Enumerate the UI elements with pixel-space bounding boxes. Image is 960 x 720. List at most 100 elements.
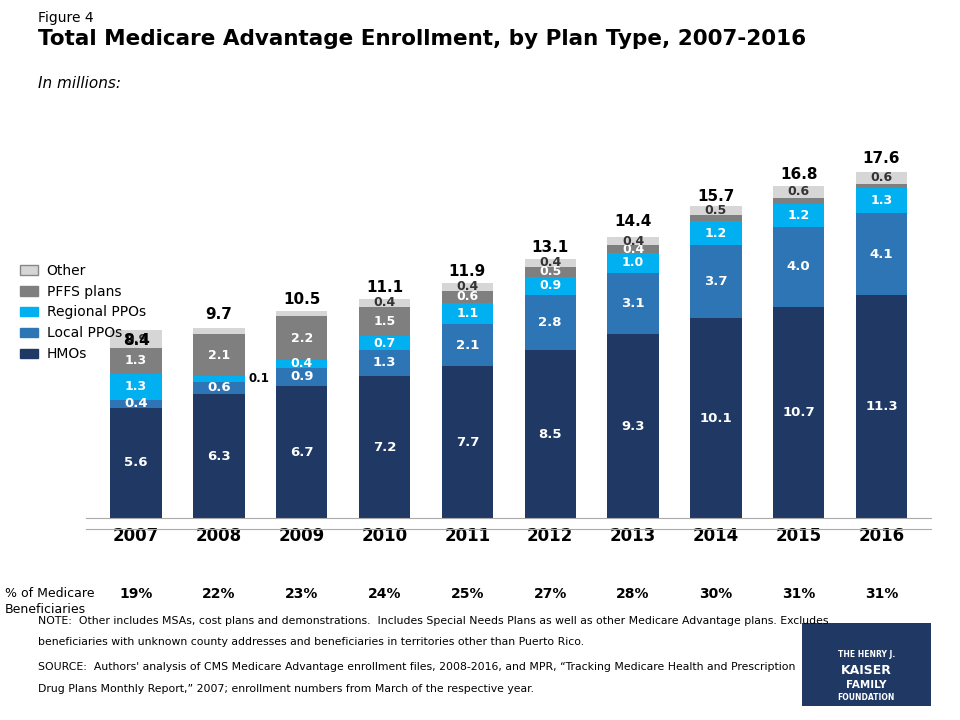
Bar — [855, 184, 907, 188]
Text: 0.6: 0.6 — [456, 290, 478, 303]
Text: 15.7: 15.7 — [697, 189, 734, 204]
Text: 1.1: 1.1 — [456, 307, 478, 320]
Text: 8.4: 8.4 — [123, 333, 150, 348]
Bar — [608, 253, 659, 273]
Text: 1.3: 1.3 — [125, 380, 147, 393]
Bar — [524, 294, 576, 350]
Bar — [193, 328, 245, 334]
Text: 4.0: 4.0 — [787, 261, 810, 274]
Text: 13.1: 13.1 — [532, 240, 569, 255]
Text: % of Medicare
Beneficiaries: % of Medicare Beneficiaries — [5, 587, 94, 616]
Text: 7.7: 7.7 — [456, 436, 479, 449]
Bar — [690, 222, 741, 245]
Text: 0.1: 0.1 — [249, 372, 270, 385]
Text: 24%: 24% — [368, 587, 401, 600]
Text: 10.5: 10.5 — [283, 292, 321, 307]
Text: Figure 4: Figure 4 — [38, 11, 94, 24]
Bar — [110, 400, 162, 408]
Text: 3.1: 3.1 — [621, 297, 645, 310]
Text: 7.2: 7.2 — [372, 441, 396, 454]
Text: 19%: 19% — [119, 587, 153, 600]
Bar — [690, 215, 741, 222]
Bar — [276, 386, 327, 518]
Text: 0.6: 0.6 — [787, 185, 809, 198]
Text: 16.8: 16.8 — [780, 167, 817, 181]
Text: Drug Plans Monthly Report,” 2007; enrollment numbers from March of the respectiv: Drug Plans Monthly Report,” 2007; enroll… — [38, 684, 535, 694]
Text: 0.4: 0.4 — [291, 357, 313, 371]
Bar — [442, 324, 493, 366]
Bar — [359, 350, 410, 376]
Text: 10.7: 10.7 — [782, 406, 815, 419]
Text: 23%: 23% — [285, 587, 319, 600]
Bar — [276, 368, 327, 386]
Text: 1.3: 1.3 — [125, 354, 147, 367]
Bar — [690, 205, 741, 215]
Text: 10.1: 10.1 — [700, 412, 732, 425]
Text: KAISER: KAISER — [841, 665, 892, 678]
Bar — [442, 366, 493, 518]
Bar — [276, 360, 327, 368]
Bar — [110, 348, 162, 374]
Text: 27%: 27% — [534, 587, 567, 600]
Text: 0.5: 0.5 — [705, 204, 727, 217]
Text: 0.4: 0.4 — [124, 397, 148, 410]
Bar — [359, 307, 410, 336]
Text: 9.7: 9.7 — [205, 307, 232, 323]
Bar — [690, 318, 741, 518]
Text: 2.1: 2.1 — [207, 348, 230, 361]
Text: 31%: 31% — [865, 587, 899, 600]
Bar — [359, 376, 410, 518]
Bar — [276, 310, 327, 317]
Text: Total Medicare Advantage Enrollment, by Plan Type, 2007-2016: Total Medicare Advantage Enrollment, by … — [38, 29, 806, 49]
Text: 0.4: 0.4 — [540, 256, 562, 269]
Bar — [193, 376, 245, 382]
Text: 6.7: 6.7 — [290, 446, 314, 459]
Text: 28%: 28% — [616, 587, 650, 600]
Text: 1.2: 1.2 — [787, 209, 810, 222]
Text: 2.8: 2.8 — [539, 316, 562, 329]
Bar — [110, 408, 162, 518]
Bar — [442, 291, 493, 302]
Text: 8.5: 8.5 — [539, 428, 562, 441]
Bar — [855, 294, 907, 518]
Bar — [193, 382, 245, 394]
Text: 30%: 30% — [699, 587, 732, 600]
Text: 25%: 25% — [450, 587, 484, 600]
Text: 2.1: 2.1 — [456, 338, 479, 351]
Text: 0.9: 0.9 — [290, 370, 314, 383]
Text: 2.2: 2.2 — [291, 332, 313, 345]
Bar — [608, 237, 659, 245]
Bar — [608, 273, 659, 334]
Text: FOUNDATION: FOUNDATION — [838, 693, 895, 702]
Text: 1.3: 1.3 — [372, 356, 396, 369]
Bar — [442, 283, 493, 291]
Text: 0.5: 0.5 — [540, 266, 562, 279]
Text: 1.3: 1.3 — [871, 194, 893, 207]
Text: 0.4: 0.4 — [373, 296, 396, 309]
Bar — [193, 394, 245, 518]
Text: 31%: 31% — [782, 587, 815, 600]
Text: 11.3: 11.3 — [865, 400, 898, 413]
Text: In millions:: In millions: — [38, 76, 121, 91]
Text: 0.6: 0.6 — [871, 171, 893, 184]
Text: 3.7: 3.7 — [704, 275, 728, 288]
Bar — [359, 299, 410, 307]
Bar — [855, 188, 907, 213]
Text: 1.2: 1.2 — [705, 227, 727, 240]
Bar — [524, 276, 576, 294]
Text: FAMILY: FAMILY — [846, 680, 887, 690]
Text: 6.3: 6.3 — [207, 449, 230, 462]
Text: 17.6: 17.6 — [863, 151, 900, 166]
Text: 1.0: 1.0 — [622, 256, 644, 269]
Text: 1.5: 1.5 — [373, 315, 396, 328]
Bar — [359, 336, 410, 350]
Text: 0.4: 0.4 — [622, 243, 644, 256]
Bar — [276, 317, 327, 360]
Bar — [855, 172, 907, 184]
Bar — [524, 259, 576, 267]
Text: 11.1: 11.1 — [366, 279, 403, 294]
Bar — [442, 302, 493, 324]
Bar — [773, 307, 825, 518]
Bar — [773, 204, 825, 228]
Text: 4.1: 4.1 — [870, 248, 893, 261]
